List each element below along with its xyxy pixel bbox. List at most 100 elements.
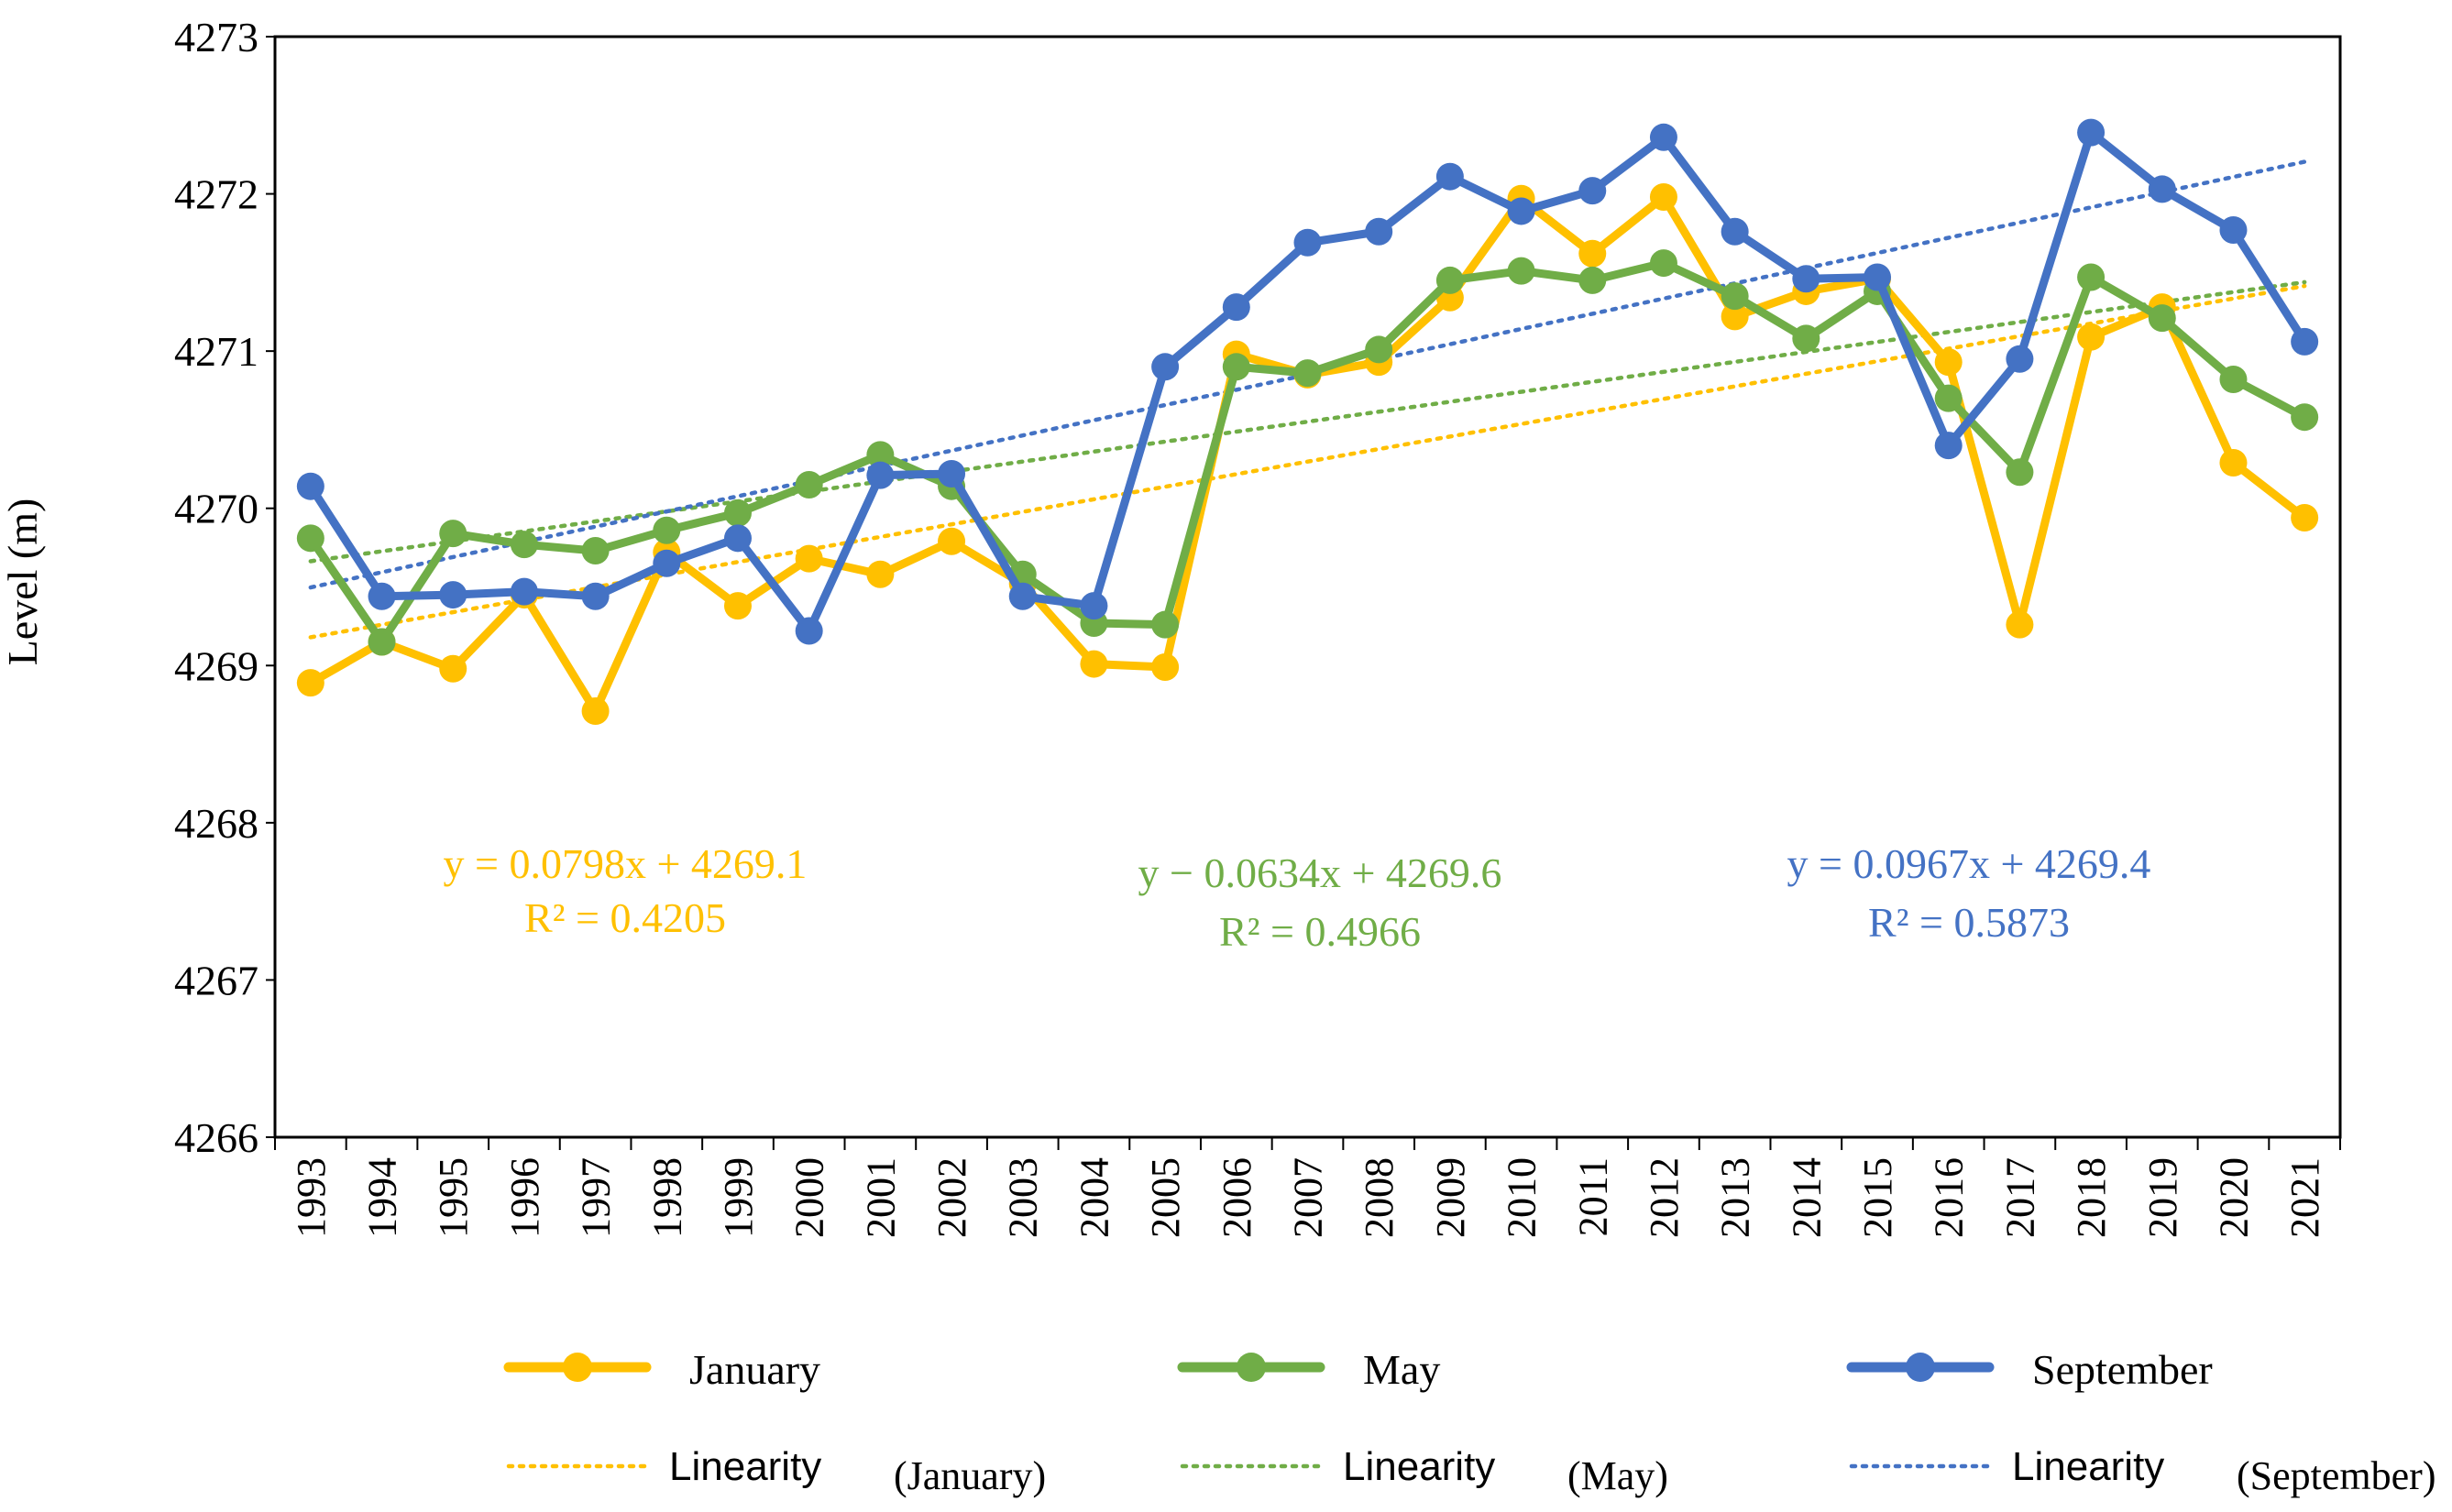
equation-september: y = 0.0967x + 4269.4 <box>1787 840 2151 887</box>
data-point <box>1934 432 1963 460</box>
legend-label: May <box>1363 1346 1440 1393</box>
x-tick-label: 2019 <box>2140 1157 2185 1238</box>
data-point <box>510 577 538 606</box>
r-squared-september: R² = 0.5873 <box>1868 899 2070 946</box>
data-point <box>2219 366 2248 394</box>
data-point <box>1792 265 1820 293</box>
data-point <box>439 654 467 683</box>
data-point <box>653 549 681 577</box>
data-point <box>1649 183 1677 212</box>
data-point <box>2291 403 2319 432</box>
data-point <box>368 628 396 656</box>
trendline-may <box>308 279 2307 564</box>
data-point <box>723 499 752 527</box>
data-point <box>1578 239 1607 268</box>
data-point <box>2006 345 2034 373</box>
series-january <box>296 183 2319 726</box>
x-tick-label: 2004 <box>1072 1157 1116 1238</box>
series-september <box>296 118 2319 645</box>
data-point <box>1293 228 1322 257</box>
trendline-september <box>308 159 2307 590</box>
data-point <box>653 516 681 544</box>
legend-entry-may: May <box>1177 1346 1440 1393</box>
x-tick-label: 2013 <box>1713 1157 1758 1238</box>
x-tick-label: 1999 <box>716 1157 761 1238</box>
x-tick-label: 1998 <box>644 1157 689 1238</box>
data-point <box>723 592 752 620</box>
data-point <box>2077 118 2106 147</box>
r-squared-may: R² = 0.4966 <box>1219 908 1421 955</box>
data-point <box>1792 324 1820 353</box>
trendlines <box>308 159 2307 640</box>
y-tick-label: 4273 <box>174 14 258 60</box>
data-point <box>795 470 823 499</box>
legend-trend-suffix: (January) <box>894 1453 1046 1498</box>
equation-may: y − 0.0634x + 4269.6 <box>1138 849 1502 896</box>
legend-trend-suffix: (September) <box>2237 1453 2436 1498</box>
trendline-january <box>308 283 2307 640</box>
data-point <box>795 617 823 645</box>
data-point <box>1151 653 1180 682</box>
data-point <box>1507 197 1535 225</box>
y-tick-label: 4272 <box>174 171 258 218</box>
data-point <box>2291 327 2319 356</box>
data-point <box>1578 177 1607 205</box>
x-tick-label: 1993 <box>289 1157 334 1238</box>
data-point <box>1151 610 1180 639</box>
series-lines <box>296 118 2319 726</box>
legend-entry-trend-september: Linearity (September) <box>1849 1444 2436 1498</box>
data-point <box>1578 266 1607 294</box>
x-tick-label: 2014 <box>1784 1157 1829 1238</box>
plot-frame <box>273 35 2342 1139</box>
data-point <box>938 459 966 488</box>
x-tick-label: 2011 <box>1570 1157 1615 1236</box>
data-point <box>1934 348 1963 377</box>
data-point <box>439 581 467 609</box>
data-point <box>581 697 610 726</box>
legend-marker-swatch <box>563 1353 592 1382</box>
data-point <box>1151 353 1180 381</box>
legend-trend-label: Linearity <box>2012 1444 2164 1489</box>
data-point <box>2077 263 2106 291</box>
x-tick-label: 2003 <box>1001 1157 1046 1238</box>
data-point <box>1080 592 1108 620</box>
x-tick-label: 2005 <box>1143 1157 1188 1238</box>
y-tick-label: 4267 <box>174 957 258 1003</box>
legend-marker-swatch <box>1906 1353 1935 1382</box>
plot-area <box>273 35 2342 1139</box>
data-point <box>723 524 752 553</box>
data-point <box>2219 448 2248 477</box>
data-point <box>296 524 324 553</box>
x-tick-label: 2008 <box>1357 1157 1402 1238</box>
legend: January Linearity (January) May Linearity (Ma… <box>503 1346 2436 1498</box>
x-tick-label: 1994 <box>360 1157 405 1238</box>
y-tick-label: 4266 <box>174 1114 258 1161</box>
data-point <box>866 461 895 489</box>
data-point <box>296 669 324 697</box>
x-tick-label: 2010 <box>1500 1157 1545 1238</box>
data-point <box>1507 257 1535 285</box>
x-tick-label: 2018 <box>2069 1157 2114 1238</box>
x-tick-label: 2009 <box>1428 1157 1473 1238</box>
legend-entry-september: September <box>1846 1346 2213 1393</box>
data-point <box>1649 249 1677 278</box>
data-point <box>1721 302 1749 331</box>
x-tick-label: 2006 <box>1215 1157 1259 1238</box>
data-point <box>510 531 538 559</box>
x-tick-label: 2020 <box>2211 1157 2256 1238</box>
data-point <box>2148 175 2176 203</box>
data-point <box>2006 610 2034 639</box>
data-point <box>439 520 467 548</box>
data-point <box>581 537 610 565</box>
x-tick-label: 2002 <box>929 1157 974 1238</box>
data-point <box>1649 123 1677 151</box>
equation-january: y = 0.0798x + 4269.1 <box>444 840 808 887</box>
x-tick-label: 2012 <box>1642 1157 1687 1238</box>
y-tick-label: 4269 <box>174 642 258 689</box>
x-tick-label: 2001 <box>858 1157 903 1238</box>
trend-equations: y = 0.0798x + 4269.1 R² = 0.4205 y − 0.063… <box>444 840 2151 955</box>
data-point <box>1721 282 1749 311</box>
data-point <box>938 527 966 555</box>
data-point <box>1293 359 1322 388</box>
data-point <box>1222 353 1250 381</box>
